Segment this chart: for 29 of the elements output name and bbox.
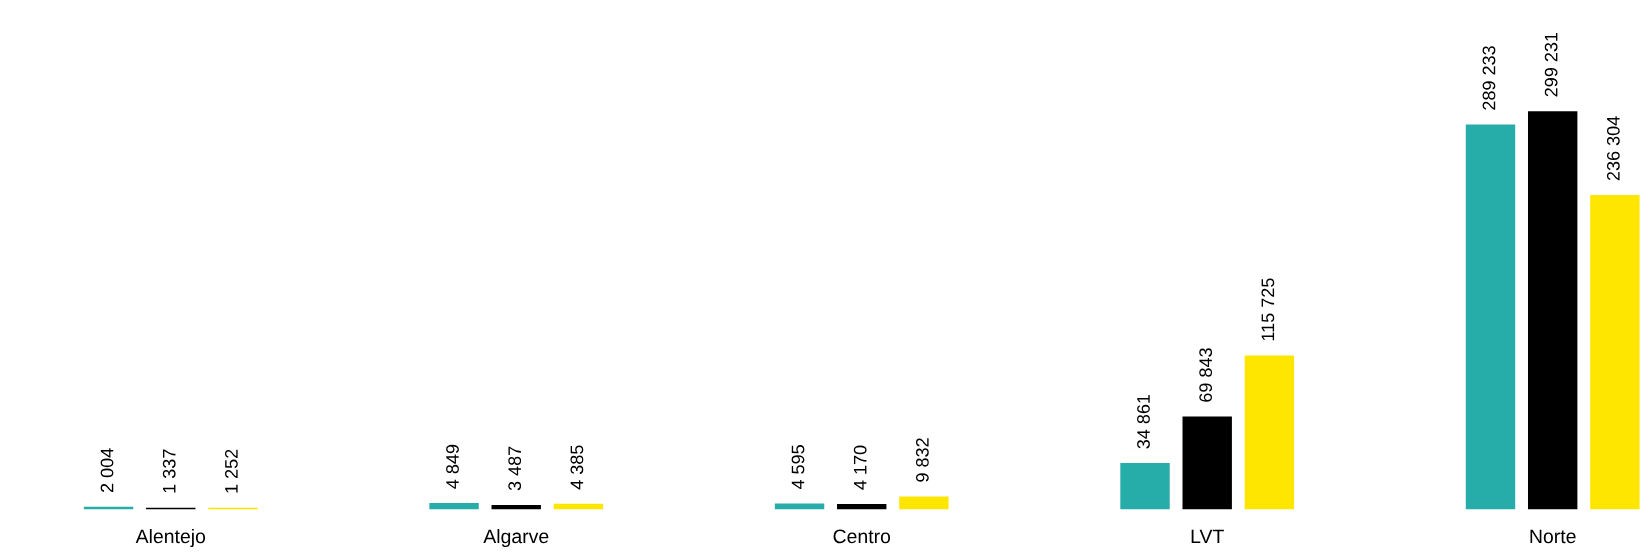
bar — [774, 503, 825, 510]
data-label: 3 487 — [508, 446, 522, 491]
data-label: 4 595 — [791, 445, 805, 490]
data-label: 4 849 — [446, 444, 459, 489]
data-label: 1 252 — [225, 449, 238, 493]
data-label: 2 004 — [100, 448, 114, 493]
data-label: 299 231 — [1544, 32, 1558, 97]
bar — [1120, 463, 1170, 510]
x-tick-label: Centro — [833, 529, 891, 544]
data-label: 4 170 — [853, 445, 867, 490]
data-label: 69 843 — [1199, 348, 1213, 402]
bar — [1182, 416, 1232, 510]
x-tick-label: Norte — [1530, 529, 1576, 544]
data-label: 236 304 — [1606, 116, 1620, 181]
bar — [1527, 111, 1578, 510]
bar — [899, 496, 949, 510]
x-tick-label: Algarve — [483, 528, 549, 548]
data-label: 115 725 — [1261, 278, 1275, 341]
bar — [1244, 355, 1295, 510]
data-label: 289 233 — [1482, 46, 1496, 110]
data-label: 4 385 — [570, 445, 584, 490]
data-label: 9 832 — [915, 438, 929, 482]
bar — [429, 503, 479, 510]
bar — [1590, 194, 1640, 510]
x-tick-label: LVT — [1191, 529, 1224, 544]
bar — [1465, 124, 1516, 510]
data-label: 34 861 — [1137, 394, 1150, 449]
x-tick-label: Alentejo — [135, 528, 206, 548]
data-label: 1 337 — [162, 449, 176, 493]
